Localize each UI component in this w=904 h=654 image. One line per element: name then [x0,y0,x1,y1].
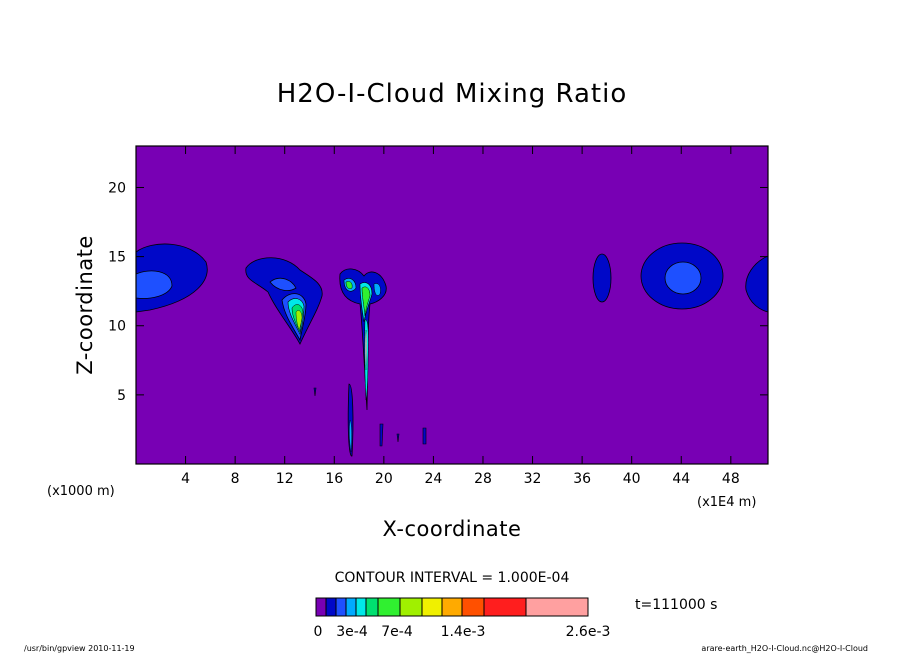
axis-ticks [136,146,768,464]
y-tick-label: 10 [108,319,126,335]
contour-blob-x13 [245,257,323,345]
x-tick-label: 20 [375,471,393,487]
x-tick-label: 24 [424,471,442,487]
colorbar-tick-label: 1.4e-3 [441,624,486,640]
y-tick-label: 5 [117,388,126,404]
x-tick-label: 36 [573,471,591,487]
colorbar-tick-label: 7e-4 [381,624,413,640]
x-axis-tick-labels: 4 8 12 16 20 24 28 32 36 40 44 48 [181,471,740,487]
colorbar-swatch [461,597,485,617]
time-label: t=111000 s [635,597,717,613]
colorbar-swatch [325,597,337,617]
y-axis-tick-labels: 5 10 15 20 [108,180,126,403]
y-tick-label: 15 [108,250,126,266]
colorbar-tick-labels: 0 3e-4 7e-4 1.4e-3 2.6e-3 [314,624,611,640]
colorbar-swatch [441,597,463,617]
chart-title: H2O-I-Cloud Mixing Ratio [277,79,628,109]
contour-blob-x38 [592,253,612,303]
colorbar-swatch [525,597,589,617]
contour-streaks [313,383,427,457]
colorbar-swatch [335,597,347,617]
colorbar [315,597,589,617]
contour-interval-label: CONTOUR INTERVAL = 1.000E-04 [335,570,570,586]
colorbar-swatch [345,597,357,617]
x-tick-label: 48 [722,471,740,487]
contour-blob-left-edge [136,243,208,313]
colorbar-tick-label: 2.6e-3 [566,624,611,640]
x-axis-unit-label: (x1000 m) [47,484,115,499]
x-tick-label: 28 [474,471,492,487]
colorbar-swatch [483,597,527,617]
x-tick-label: 32 [524,471,542,487]
x-tick-label: 4 [181,471,190,487]
x-tick-label: 16 [325,471,343,487]
x-tick-label: 8 [231,471,240,487]
y-tick-label: 20 [108,180,126,196]
colorbar-tick-label: 3e-4 [336,624,368,640]
colorbar-swatch [399,597,423,617]
plot-frame [135,145,769,465]
contour-blob-x44 [640,242,724,310]
colorbar-swatch [355,597,367,617]
footer-right: arare-earth_H2O-I-Cloud.nc@H2O-I-Cloud [701,644,868,653]
colorbar-swatch [377,597,401,617]
x-axis-title: X-coordinate [383,517,522,541]
colorbar-swatch [365,597,379,617]
plot-area [135,145,769,465]
contour-blob-right-edge [745,255,768,313]
contour-blob-x19 [339,268,387,411]
x-axis-scale-label: (x1E4 m) [697,495,756,510]
colorbar-swatch [315,597,327,617]
y-axis-title: Z-coordinate [73,235,97,375]
colorbar-swatch [421,597,443,617]
colorbar-tick-label: 0 [314,624,323,640]
x-tick-label: 44 [672,471,690,487]
x-tick-label: 12 [276,471,294,487]
footer-left: /usr/bin/gpview 2010-11-19 [24,644,135,653]
x-tick-label: 40 [623,471,641,487]
